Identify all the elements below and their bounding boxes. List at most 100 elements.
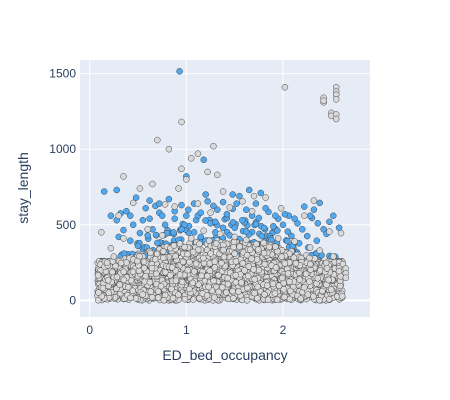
- data-point: [195, 201, 201, 207]
- data-point: [324, 265, 330, 271]
- data-point: [95, 272, 101, 278]
- data-point: [149, 265, 155, 271]
- data-point: [262, 261, 268, 267]
- data-point: [190, 280, 196, 286]
- data-point: [230, 219, 236, 225]
- data-point: [210, 143, 216, 149]
- data-point: [186, 286, 192, 292]
- data-point: [162, 269, 168, 275]
- data-point: [141, 259, 147, 265]
- data-point: [235, 289, 241, 295]
- data-point: [230, 192, 236, 198]
- data-point: [212, 219, 218, 225]
- data-point: [254, 295, 260, 301]
- data-point: [148, 289, 154, 295]
- data-point: [155, 289, 161, 295]
- data-point: [208, 251, 214, 257]
- data-point: [326, 296, 332, 302]
- data-point: [244, 297, 250, 303]
- data-point: [160, 255, 166, 261]
- x-tick-label: 1: [183, 323, 190, 337]
- data-point: [106, 290, 112, 296]
- data-point: [182, 296, 188, 302]
- data-point: [121, 277, 127, 283]
- data-point: [147, 216, 153, 222]
- data-point: [162, 201, 168, 207]
- data-point: [137, 230, 143, 236]
- data-point: [173, 278, 179, 284]
- data-point: [201, 157, 207, 163]
- data-point: [251, 193, 257, 199]
- data-point: [307, 261, 313, 267]
- data-point: [254, 257, 260, 263]
- y-axis-title: stay_length: [15, 152, 31, 224]
- data-point: [338, 230, 344, 236]
- data-point: [244, 285, 250, 291]
- data-point: [323, 260, 329, 266]
- data-point: [133, 195, 139, 201]
- data-point: [130, 200, 136, 206]
- data-point: [149, 294, 155, 300]
- data-point: [153, 271, 159, 277]
- data-point: [162, 222, 168, 228]
- data-point: [336, 268, 342, 274]
- data-point: [190, 249, 196, 255]
- data-point: [221, 254, 227, 260]
- data-point: [253, 241, 259, 247]
- data-point: [172, 216, 178, 222]
- data-point: [169, 286, 175, 292]
- data-point: [259, 233, 265, 239]
- data-point: [179, 279, 185, 285]
- data-point: [339, 293, 345, 299]
- data-point: [130, 288, 136, 294]
- data-point: [238, 280, 244, 286]
- data-point: [266, 244, 272, 250]
- data-point: [180, 259, 186, 265]
- data-point: [230, 288, 236, 294]
- data-point: [255, 247, 261, 253]
- data-point: [127, 213, 133, 219]
- data-point: [264, 283, 270, 289]
- data-point: [117, 282, 123, 288]
- data-point: [183, 213, 189, 219]
- data-point: [253, 221, 259, 227]
- data-point: [150, 181, 156, 187]
- data-point: [166, 146, 172, 152]
- data-point: [246, 187, 252, 193]
- data-point: [304, 233, 310, 239]
- y-tick-label: 0: [69, 293, 76, 307]
- y-tick-label: 500: [56, 218, 76, 232]
- data-point: [176, 186, 182, 192]
- data-point: [314, 238, 320, 244]
- data-point: [206, 238, 212, 244]
- data-point: [343, 275, 349, 281]
- data-point: [207, 268, 213, 274]
- data-point: [154, 137, 160, 143]
- data-point: [198, 234, 204, 240]
- data-point: [210, 203, 216, 209]
- data-point: [213, 240, 219, 246]
- data-point: [177, 68, 183, 74]
- data-point: [287, 279, 293, 285]
- data-point: [263, 195, 269, 201]
- data-point: [245, 273, 251, 279]
- data-point: [299, 226, 305, 232]
- data-point: [220, 225, 226, 231]
- data-point: [273, 265, 279, 271]
- data-point: [188, 155, 194, 161]
- data-point: [201, 228, 207, 234]
- data-point: [282, 84, 288, 90]
- data-point: [279, 275, 285, 281]
- data-point: [326, 219, 332, 225]
- data-point: [261, 250, 267, 256]
- data-point: [121, 235, 127, 241]
- data-point: [227, 204, 233, 210]
- data-point: [333, 116, 339, 122]
- data-point: [303, 271, 309, 277]
- data-point: [239, 198, 245, 204]
- data-point: [319, 288, 325, 294]
- data-point: [169, 264, 175, 270]
- y-tick-label: 1000: [49, 142, 76, 156]
- data-point: [198, 210, 204, 216]
